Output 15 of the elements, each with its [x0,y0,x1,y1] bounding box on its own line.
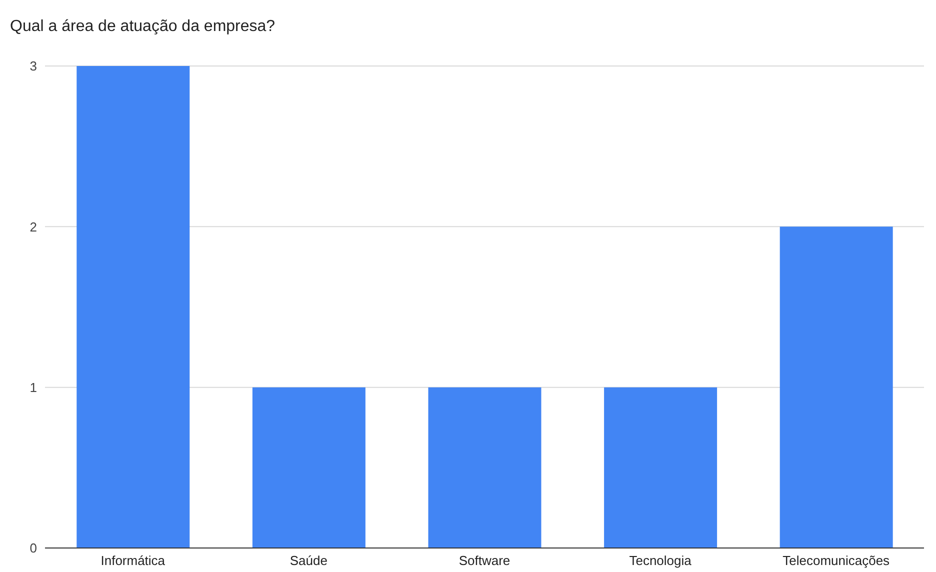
x-tick-label: Telecomunicações [782,553,890,568]
bar [604,387,718,548]
bar [428,387,542,548]
chart-title: Qual a área de atuação da empresa? [9,17,276,37]
y-tick-label: 0 [30,540,37,556]
bar [780,226,893,548]
y-tick-label: 2 [30,219,37,234]
bar [76,66,190,548]
x-tick-label: Informática [100,553,166,568]
y-tick-label: 3 [30,58,37,74]
x-tick-label: Tecnologia [629,553,692,568]
x-tick-label: Software [458,553,510,568]
bar [252,387,366,548]
x-tick-label: Saúde [290,553,328,568]
y-tick-label: 1 [30,380,37,395]
